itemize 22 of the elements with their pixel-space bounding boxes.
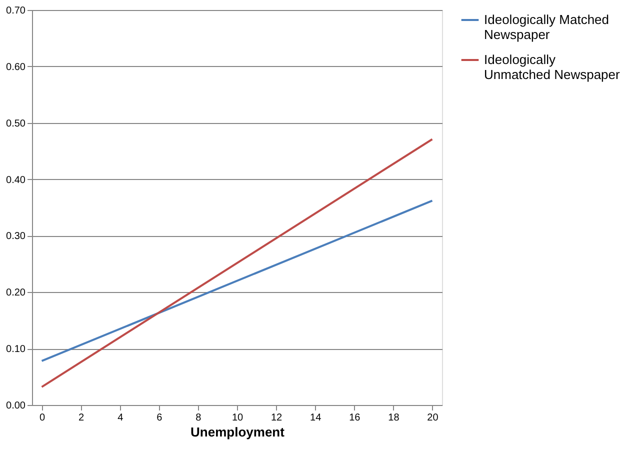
x-tick-label: 8 xyxy=(196,412,202,424)
y-tick-label: 0.00 xyxy=(6,400,26,412)
y-tick-label: 0.50 xyxy=(6,118,26,130)
y-tick-label: 0.70 xyxy=(6,6,26,16)
y-tick-label: 0.60 xyxy=(6,62,26,73)
x-tick-label: 10 xyxy=(232,412,244,424)
x-tick-label: 18 xyxy=(388,412,400,424)
x-tick-label: 20 xyxy=(427,412,439,424)
x-tick-label: 4 xyxy=(118,412,124,424)
legend-label: Ideologically Unmatched Newspaper xyxy=(484,52,621,82)
y-tick-label: 0.30 xyxy=(6,231,26,242)
legend-label: Ideologically Matched Newspaper xyxy=(484,12,610,42)
x-tick-label: 2 xyxy=(78,412,85,424)
x-tick-label: 6 xyxy=(156,412,163,424)
y-tick-label: 0.40 xyxy=(6,174,26,186)
x-tick-label: 12 xyxy=(270,412,283,424)
y-tick-label: 0.20 xyxy=(6,288,26,299)
x-tick-label: 14 xyxy=(310,412,322,424)
x-tick-label: 0 xyxy=(39,412,46,424)
y-tick-label: 0.10 xyxy=(6,344,26,356)
x-tick-label: 16 xyxy=(349,412,361,424)
x-axis-title: Unemployment xyxy=(190,424,286,440)
